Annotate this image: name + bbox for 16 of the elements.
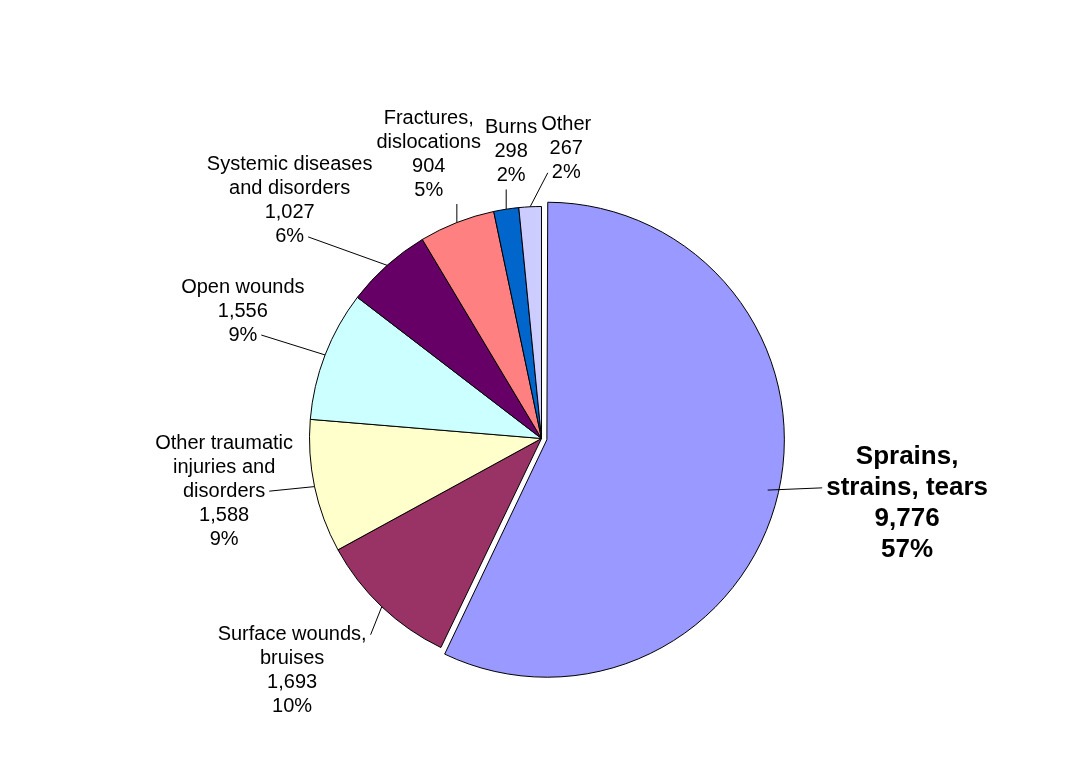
data-label: 904 5%: [412, 153, 446, 200]
data-label: 9,776 57%: [874, 502, 940, 564]
data-label: 1,588 9%: [199, 502, 250, 549]
data-label: 267 2%: [549, 136, 583, 183]
slice-label: Other: [541, 112, 592, 135]
slice-label: Sprains, strains, tears: [826, 439, 989, 502]
slice-label: Open wounds: [181, 274, 305, 297]
data-label: 1,693 10%: [267, 670, 318, 717]
slice-label: Other traumatic injuries and disorders: [155, 430, 294, 501]
data-label: 1,556 9%: [217, 298, 268, 345]
slice-label: Fractures, dislocations: [376, 105, 481, 152]
data-label: 1,027 6%: [264, 200, 315, 247]
slice-label: Systemic diseases and disorders: [206, 152, 373, 199]
slice-label: Burns: [484, 114, 538, 137]
slice-label: Surface wounds, bruises: [217, 622, 367, 669]
data-label: 298 2%: [494, 138, 528, 185]
